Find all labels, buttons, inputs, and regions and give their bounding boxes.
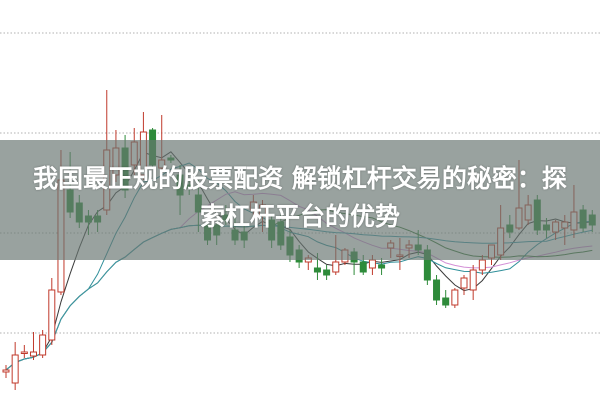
candle-body <box>478 259 486 271</box>
candle-body <box>332 261 340 273</box>
candle-body <box>29 351 37 357</box>
candle-body <box>451 289 459 306</box>
candle-body <box>433 279 441 301</box>
candle-body <box>469 269 477 291</box>
title-overlay-band <box>0 140 600 260</box>
candle-body <box>359 261 367 273</box>
candle-body <box>313 267 321 273</box>
title-line-1: 我国最正规的股票配资 解锁杠杆交易的秘密：探 <box>33 164 567 193</box>
title-line-2: 索杠杆平台的优势 <box>199 202 400 231</box>
candle-body <box>323 269 331 276</box>
article-title: 我国最正规的股票配资 解锁杠杆交易的秘密：探 索杠杆平台的优势 <box>0 160 600 236</box>
candle-body <box>20 351 28 354</box>
candle-body <box>460 277 468 289</box>
candle-body <box>11 354 19 384</box>
candle-body <box>442 297 450 306</box>
candle-body <box>48 289 56 341</box>
candle-body <box>368 259 376 269</box>
candle-body <box>39 334 47 356</box>
candle-body <box>378 264 386 269</box>
candle-body <box>2 369 10 373</box>
